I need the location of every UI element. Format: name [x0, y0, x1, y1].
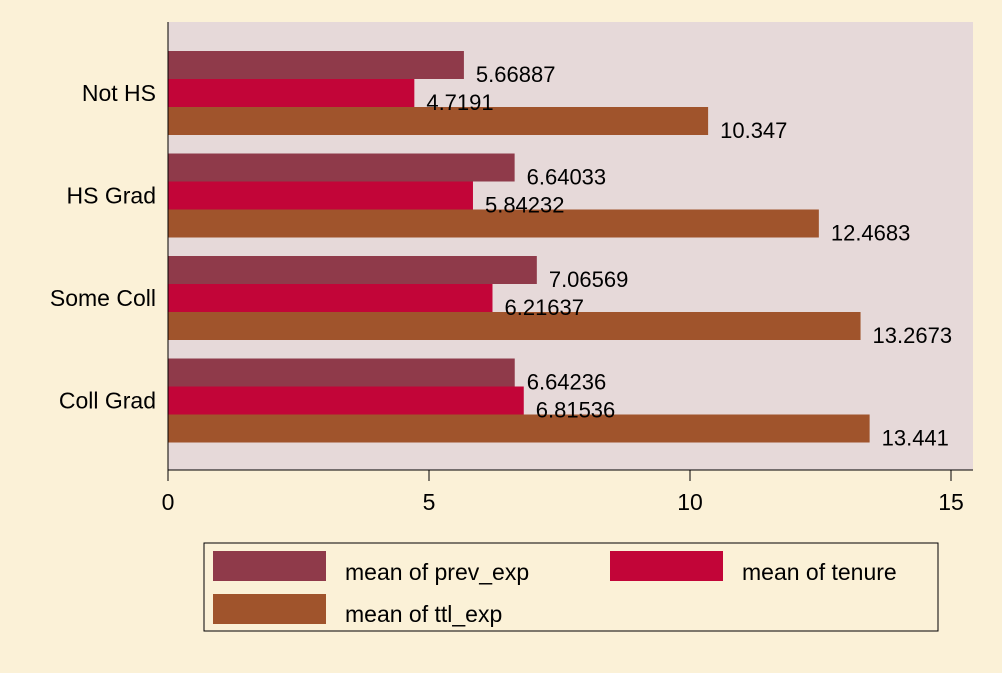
legend-swatch [213, 551, 326, 581]
y-tick-label: Coll Grad [59, 388, 156, 414]
bar [168, 107, 709, 135]
bar-value-label: 13.441 [882, 426, 949, 451]
x-tick-label: 15 [938, 489, 964, 515]
bar [168, 312, 861, 340]
bar-value-label: 5.84232 [485, 193, 565, 218]
bar [168, 358, 515, 387]
x-tick-label: 10 [677, 489, 703, 515]
legend-swatch [213, 594, 326, 624]
y-axis: Not HS HS Grad Some Coll Coll Grad [50, 22, 169, 470]
bar-value-label: 7.06569 [549, 267, 629, 292]
bar [168, 209, 819, 238]
bar-value-label: 6.64236 [527, 370, 607, 395]
bar [168, 51, 464, 79]
y-tick-label: HS Grad [67, 183, 156, 209]
legend-label: mean of tenure [742, 559, 897, 585]
bar-value-label: 13.2673 [873, 323, 953, 348]
bar [168, 386, 524, 415]
value-labels-layer: 5.66887 4.7191 10.347 6.64033 5.84232 12.4683… [426, 62, 952, 451]
y-tick-label: Some Coll [50, 285, 156, 311]
bar-value-label: 6.81536 [536, 398, 616, 423]
legend-swatch [610, 551, 723, 581]
bar [168, 256, 537, 284]
bar [168, 414, 870, 443]
legend: mean of prev_exp mean of tenure mean of tt… [203, 542, 939, 632]
legend-box [203, 542, 939, 632]
bar [168, 153, 515, 182]
legend-label: mean of prev_exp [345, 559, 529, 585]
bar [168, 79, 415, 107]
y-tick-label: Not HS [82, 80, 156, 106]
x-tick-label: 5 [423, 489, 436, 515]
bar-value-label: 6.21637 [504, 295, 584, 320]
x-tick-label: 0 [162, 489, 175, 515]
x-axis: 0 5 10 15 [162, 469, 973, 515]
bar-value-label: 12.4683 [831, 221, 911, 246]
bar-value-label: 4.7191 [426, 90, 493, 115]
bars-layer [168, 51, 870, 443]
bar-value-label: 10.347 [720, 118, 787, 143]
bar-value-label: 6.64033 [527, 165, 607, 190]
bar [168, 181, 473, 210]
bar [168, 284, 493, 312]
legend-label: mean of ttl_exp [345, 601, 502, 627]
bar-value-label: 5.66887 [476, 62, 556, 87]
